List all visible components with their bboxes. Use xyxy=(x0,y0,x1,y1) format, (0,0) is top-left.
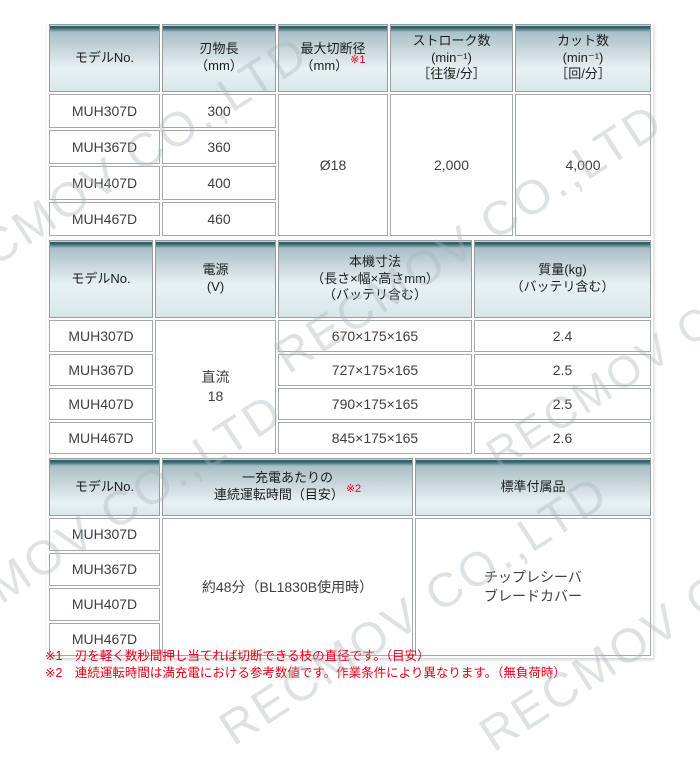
table-row: MUH407D 790×175×165 2.5 xyxy=(49,388,651,420)
spec-table-cutting-performance: モデルNo. 刃物長 （mm） 最大切断径 （mm） ※1 ストローク数 (min… xyxy=(47,22,653,238)
header-label: モデルNo. xyxy=(74,49,135,65)
power-type: 直流 xyxy=(201,369,230,386)
header-unit2: ［回/分］ xyxy=(555,66,611,82)
dimensions-cell: 670×175×165 xyxy=(278,320,472,352)
column-header-weight: 質量(kg) （バッテリ含む） xyxy=(474,240,651,318)
header-unit: （mm） xyxy=(300,58,349,73)
spec-table-runtime-accessories: モデルNo. 一充電あたりの 連続運転時間（目安） ※2 標準付属品 MUH307… xyxy=(47,456,653,658)
power-cell: 直流 18 xyxy=(155,320,276,454)
table-row: MUH407D 400 xyxy=(49,166,651,200)
blade-length-cell: 360 xyxy=(162,130,276,164)
table-row: MUH307D 直流 18 670×175×165 2.4 xyxy=(49,320,651,454)
weight-cell: 2.6 xyxy=(474,422,651,454)
table-row: MUH367D xyxy=(49,553,651,586)
spec-table-dimensions: モデルNo. 電源 (V) 本機寸法 （長さ×幅×高さmm） （バッテリ含む） … xyxy=(47,238,653,456)
header-label2: 連続運転時間（目安） xyxy=(213,487,344,502)
weight-cell: 2.5 xyxy=(474,388,651,420)
blade-length-cell: 300 xyxy=(162,94,276,128)
footnote-ref-1: ※1 xyxy=(350,53,366,66)
model-cell: MUH307D xyxy=(49,320,153,352)
header-label: カット数 xyxy=(556,32,609,48)
column-header-accessories: 標準付属品 xyxy=(415,458,651,516)
weight-cell: 2.4 xyxy=(474,320,651,352)
table-row: MUH467D xyxy=(49,623,651,656)
header-row: モデルNo. 電源 (V) 本機寸法 （長さ×幅×高さmm） （バッテリ含む） … xyxy=(49,240,651,318)
dimensions-cell: 727×175×165 xyxy=(278,354,472,386)
column-header-runtime: 一充電あたりの 連続運転時間（目安） ※2 xyxy=(162,458,413,516)
dimensions-cell: 845×175×165 xyxy=(278,422,472,454)
column-header-blade-length: 刃物長 （mm） xyxy=(162,24,276,92)
accessory-item: チップレシーバ xyxy=(484,569,582,586)
header-label: 一充電あたりの xyxy=(241,470,333,486)
column-header-max-cut-diameter: 最大切断径 （mm） ※1 xyxy=(278,24,388,92)
table-row: MUH367D 727×175×165 2.5 xyxy=(49,354,651,386)
table-row: MUH367D 360 xyxy=(49,130,651,164)
header-label: 本機寸法 xyxy=(348,253,401,269)
header-unit2: ［往復/分］ xyxy=(417,66,486,82)
footnote-2: ※2 連続運転時間は満充電における参考数値です。作業条件により異なります。（無負… xyxy=(45,665,566,680)
column-header-strokes: ストローク数 (min⁻¹) ［往復/分］ xyxy=(390,24,513,92)
header-label: モデルNo. xyxy=(71,270,131,286)
column-header-model: モデルNo. xyxy=(49,458,160,516)
model-cell: MUH467D xyxy=(49,202,160,236)
column-header-cuts: カット数 (min⁻¹) ［回/分］ xyxy=(515,24,651,92)
model-cell: MUH467D xyxy=(49,623,160,656)
footnote-ref-2: ※2 xyxy=(345,482,362,495)
model-cell: MUH307D xyxy=(49,518,160,551)
model-cell: MUH407D xyxy=(49,166,160,200)
header-unit: （長さ×幅×高さmm） xyxy=(311,270,439,286)
header-unit: (V) xyxy=(206,279,225,294)
model-cell: MUH367D xyxy=(49,130,160,164)
column-header-power: 電源 (V) xyxy=(155,240,276,318)
header-label: 電源 xyxy=(202,262,229,278)
table-row: MUH307D 約48分（BL1830B使用時） チップレシーバ ブレードカバー xyxy=(49,518,651,656)
strokes-cell: 2,000 xyxy=(390,94,513,236)
table-row: MUH407D xyxy=(49,588,651,621)
blade-length-cell: 460 xyxy=(162,202,276,236)
runtime-cell: 約48分（BL1830B使用時） xyxy=(162,518,413,656)
model-cell: MUH367D xyxy=(49,553,160,586)
header-label: モデルNo. xyxy=(74,478,135,494)
weight-cell: 2.5 xyxy=(474,354,651,386)
table-row: MUH467D 460 xyxy=(49,202,651,236)
header-row: モデルNo. 一充電あたりの 連続運転時間（目安） ※2 標準付属品 xyxy=(49,458,651,516)
blade-length-cell: 400 xyxy=(162,166,276,200)
table-row: MUH307D 300 Ø18 2,000 4,000 xyxy=(49,94,651,236)
column-header-model: モデルNo. xyxy=(49,24,160,92)
header-label: 刃物長 xyxy=(199,41,239,57)
max-cut-diameter-cell: Ø18 xyxy=(278,94,388,236)
model-cell: MUH467D xyxy=(49,422,153,454)
header-label: 質量(kg) xyxy=(538,262,587,278)
column-header-dimensions: 本機寸法 （長さ×幅×高さmm） （バッテリ含む） xyxy=(278,240,472,318)
model-cell: MUH367D xyxy=(49,354,153,386)
spec-page: { "watermark": { "text": "RECMOV CO.,LTD… xyxy=(0,22,700,763)
cuts-cell: 4,000 xyxy=(515,94,651,236)
header-note: （バッテリ含む） xyxy=(322,287,427,303)
header-label: 標準付属品 xyxy=(500,478,566,494)
header-note: （バッテリ含む） xyxy=(510,279,615,294)
header-unit: (min⁻¹) xyxy=(431,49,472,65)
model-cell: MUH407D xyxy=(49,588,160,621)
dimensions-cell: 790×175×165 xyxy=(278,388,472,420)
header-unit: (min⁻¹) xyxy=(562,49,604,65)
header-label: 最大切断径 xyxy=(300,41,366,57)
header-row: モデルNo. 刃物長 （mm） 最大切断径 （mm） ※1 ストローク数 (min… xyxy=(49,24,651,92)
accessory-item: ブレードカバー xyxy=(484,588,582,604)
accessories-cell: チップレシーバ ブレードカバー xyxy=(415,518,651,656)
footnote-1: ※1 刃を軽く数秒間押し当てれば切断できる枝の直径です。（目安） xyxy=(45,649,430,663)
table-row: MUH467D 845×175×165 2.6 xyxy=(49,422,651,454)
model-cell: MUH307D xyxy=(49,94,160,128)
model-cell: MUH407D xyxy=(49,388,153,420)
footnotes: ※1 刃を軽く数秒間押し当てれば切断できる枝の直径です。（目安） ※2 連続運転… xyxy=(45,648,566,681)
header-label: ストローク数 xyxy=(412,32,491,48)
column-header-model: モデルNo. xyxy=(49,240,153,318)
power-voltage: 18 xyxy=(207,388,224,404)
header-unit: （mm） xyxy=(195,58,243,73)
